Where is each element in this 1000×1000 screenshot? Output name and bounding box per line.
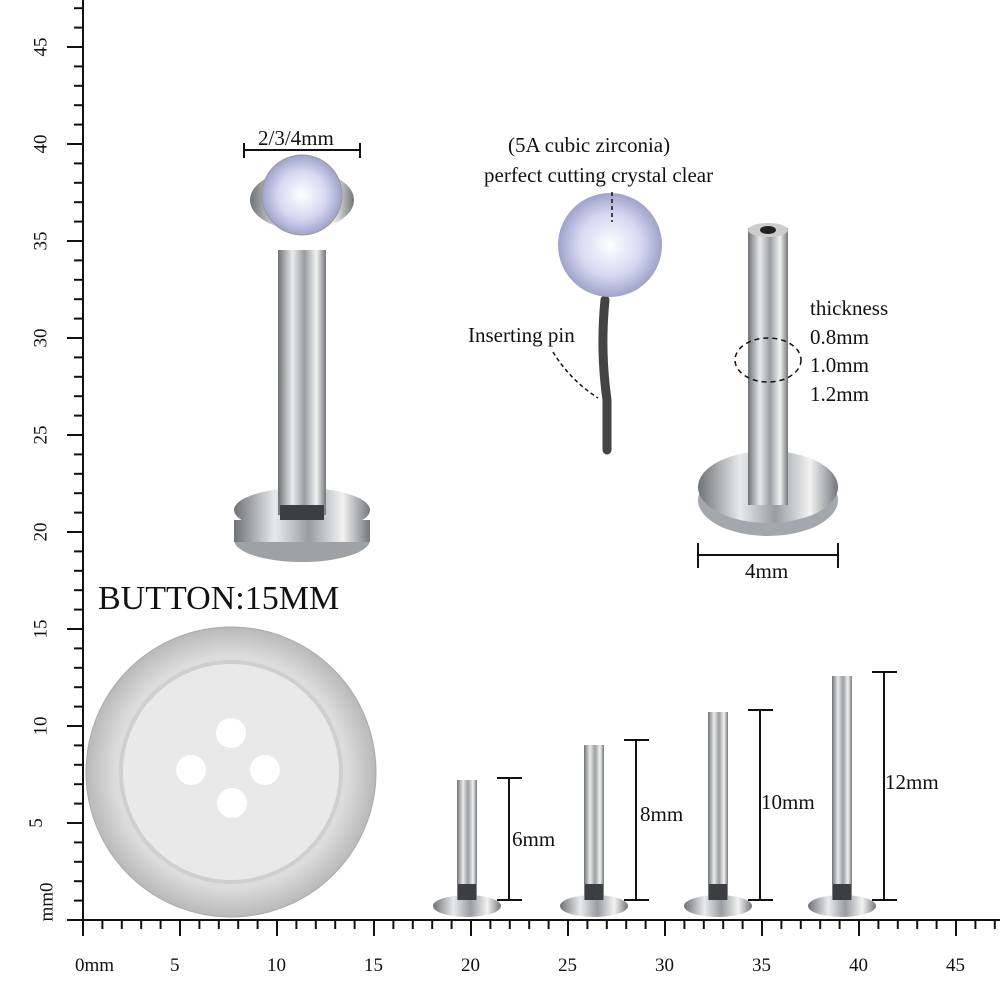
thickness-title: thickness: [810, 296, 889, 320]
vertical-ruler-label: 30: [30, 328, 52, 348]
ruler-lines: [67, 0, 1000, 936]
length-post: [560, 739, 649, 917]
horizontal-ruler-label: 25: [558, 955, 577, 976]
vertical-ruler-label: 40: [30, 134, 52, 154]
labret-assembled: [234, 143, 370, 562]
thickness-option: 1.2mm: [810, 382, 869, 406]
length-post: [808, 671, 897, 917]
vertical-ruler-label: 45: [30, 37, 52, 57]
horizontal-ruler-label: 0mm: [75, 955, 115, 976]
vertical-ruler-label: mm0: [36, 882, 58, 922]
length-post: [433, 777, 522, 917]
gem-top-with-pin: [552, 192, 662, 455]
vertical-ruler-label: 25: [30, 425, 52, 445]
vertical-ruler-label: 35: [30, 231, 52, 251]
length-label: 8mm: [640, 802, 684, 826]
vertical-ruler-label: 20: [30, 522, 52, 542]
button-15mm: [85, 626, 377, 918]
inserting-pin-label: Inserting pin: [468, 323, 575, 347]
vertical-ruler-label: 15: [30, 619, 52, 639]
base-width-label: 4mm: [745, 559, 789, 583]
top-size-label: 2/3/4mm: [258, 126, 334, 150]
horizontal-ruler-label: 45: [946, 955, 965, 976]
horizontal-ruler-label: 15: [364, 955, 383, 976]
horizontal-ruler-label: 20: [461, 955, 480, 976]
length-label: 12mm: [885, 770, 939, 794]
vertical-ruler-label: 5: [25, 818, 47, 828]
labret-post: [697, 223, 839, 568]
crystal-label-line1: (5A cubic zirconia): [508, 133, 671, 157]
horizontal-ruler-label: 5: [170, 955, 180, 976]
horizontal-ruler-label: 30: [655, 955, 674, 976]
length-label: 6mm: [512, 827, 556, 851]
button-scale-label: BUTTON:15MM: [98, 580, 340, 617]
horizontal-ruler-label: 35: [752, 955, 771, 976]
length-label: 10mm: [761, 790, 815, 814]
length-posts: [433, 671, 897, 917]
horizontal-ruler-label: 40: [849, 955, 868, 976]
crystal-label-line2: perfect cutting crystal clear: [484, 163, 714, 187]
thickness-option: 1.0mm: [810, 353, 869, 377]
length-post: [684, 709, 773, 917]
horizontal-ruler-label: 10: [267, 955, 286, 976]
thickness-option: 0.8mm: [810, 325, 869, 349]
vertical-ruler-label: 10: [30, 716, 52, 736]
